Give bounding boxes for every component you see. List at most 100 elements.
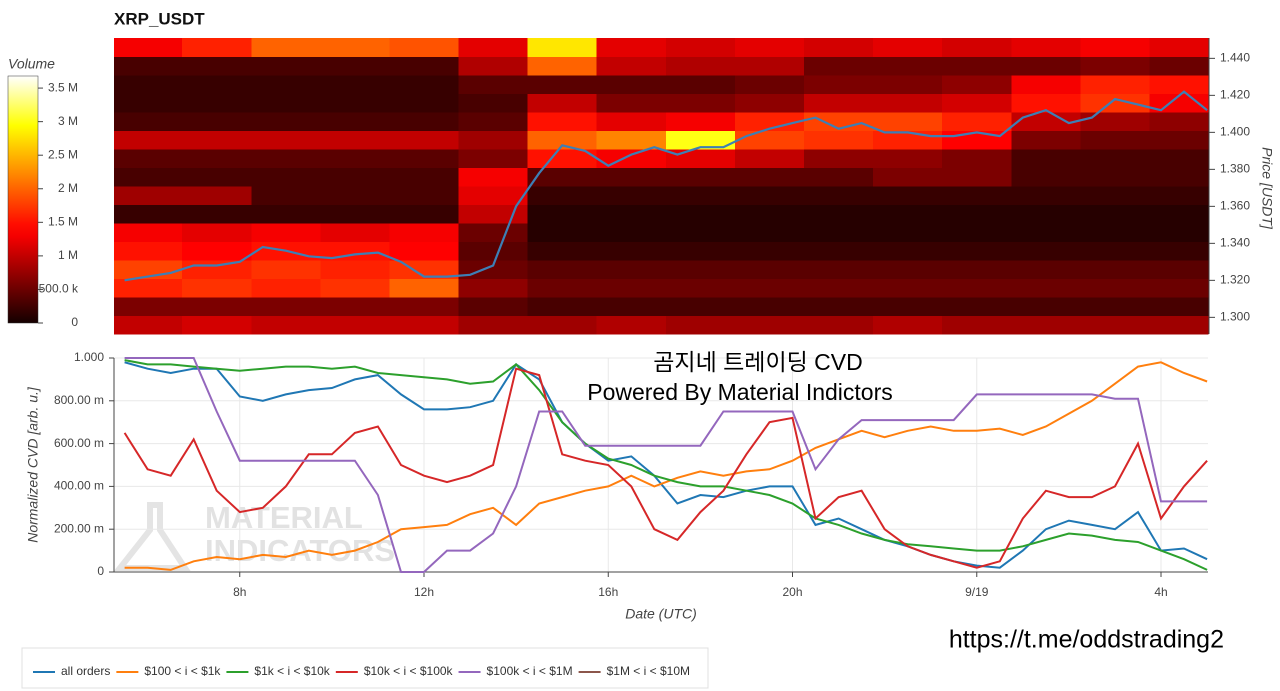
heatmap-cell [804, 112, 874, 132]
heatmap-cell [389, 112, 460, 132]
colorbar-tick-label: 0 [71, 315, 78, 329]
heatmap-cell [320, 38, 391, 58]
heatmap-cell [665, 167, 736, 187]
colorbar-tick-label: 1.5 M [48, 214, 78, 228]
legend-label: $100k < i < $1M [487, 664, 573, 678]
heatmap-cell [182, 56, 252, 76]
heatmap-cell [320, 186, 391, 206]
heatmap-cell [114, 149, 183, 169]
heatmap-cell [182, 167, 252, 187]
heatmap-cell [1149, 260, 1209, 280]
heatmap-cell [734, 204, 805, 224]
y-tick-label: 1.340 [1220, 236, 1250, 250]
cvd-line [123, 367, 1208, 569]
x-tick-label: 16h [598, 585, 618, 599]
colorbar-tick-label: 2.5 M [48, 147, 78, 161]
heatmap-cell [873, 204, 943, 224]
heatmap-cell [1149, 149, 1209, 169]
y-tick-label: 600.00 m [54, 436, 104, 450]
heatmap-cell [873, 167, 943, 187]
heatmap-cell [389, 93, 460, 113]
heatmap-cell [804, 38, 874, 58]
colorbar-tick-label: 2 M [58, 181, 78, 195]
heatmap-cell [389, 204, 460, 224]
heatmap-cell [458, 315, 529, 335]
heatmap-cell [320, 204, 391, 224]
heatmap-cell [665, 93, 736, 113]
legend-label: $10k < i < $100k [364, 664, 454, 678]
heatmap-cell [114, 223, 183, 243]
heatmap-cell [665, 130, 736, 150]
heatmap-cell [1080, 93, 1151, 113]
heatmap-cell [320, 130, 391, 150]
heatmap-cell [527, 204, 598, 224]
watermark-icon [113, 502, 191, 571]
heatmap-cell [251, 186, 321, 206]
heatmap-cell [734, 112, 805, 132]
colorbar-tick-label: 1 M [58, 248, 78, 262]
heatmap-cell [320, 260, 391, 280]
heatmap-cell [251, 278, 321, 298]
colorbar-tick-label: 500.0 k [39, 282, 79, 296]
heatmap-cell [1011, 75, 1082, 95]
heatmap-cell [873, 241, 943, 261]
heatmap-cell [389, 130, 460, 150]
heatmap-cell [873, 297, 943, 317]
heatmap-cell [1011, 278, 1082, 298]
y-axis-label: Price [USDT] [1259, 147, 1275, 230]
colorbar-label: Volume [8, 56, 55, 72]
heatmap-cell [1080, 260, 1151, 280]
heatmap-cell [114, 93, 183, 113]
heatmap-cell [458, 297, 529, 317]
heatmap-cell [665, 204, 736, 224]
heatmap-cell [389, 75, 460, 95]
y-tick-label: 200.00 m [54, 521, 104, 535]
colorbar [7, 75, 39, 324]
x-tick-label: 20h [782, 585, 802, 599]
heatmap-cell [389, 186, 460, 206]
heatmap-cell [458, 56, 529, 76]
heatmap-cell [114, 204, 183, 224]
heatmap-cell [1149, 204, 1209, 224]
heatmap-cell [320, 297, 391, 317]
heatmap-cell [942, 297, 1012, 317]
heatmap-cell [458, 93, 529, 113]
heatmap-cell [527, 241, 598, 261]
heatmap-cell [251, 93, 321, 113]
heatmap-cell [114, 167, 183, 187]
heatmap-cell [320, 223, 391, 243]
heatmap-cell [942, 38, 1012, 58]
heatmap-cell [596, 93, 667, 113]
heatmap-cell [596, 186, 667, 206]
heatmap-cell [873, 56, 943, 76]
heatmap-cell [942, 112, 1012, 132]
heatmap-cell [182, 204, 252, 224]
y-tick-label: 1.320 [1220, 273, 1250, 287]
heatmap-cell [596, 56, 667, 76]
heatmap-cell [320, 149, 391, 169]
heatmap-cell [389, 149, 460, 169]
heatmap-cell [942, 75, 1012, 95]
y-tick-label: 1.300 [1220, 310, 1250, 324]
heatmap-cell [596, 130, 667, 150]
heatmap-cell [873, 149, 943, 169]
heatmap-cell [873, 38, 943, 58]
heatmap-cell [1080, 223, 1151, 243]
heatmap-cell [1011, 223, 1082, 243]
heatmap-cell [458, 130, 529, 150]
heatmap-cell [527, 297, 598, 317]
heatmap-cell [873, 186, 943, 206]
heatmap-cell [596, 38, 667, 58]
legend-box [21, 647, 709, 689]
heatmap-cell [1149, 241, 1209, 261]
heatmap-cell [527, 112, 598, 132]
heatmap-cell [1149, 167, 1209, 187]
heatmap-cell [1149, 56, 1209, 76]
heatmap-cell [182, 38, 252, 58]
x-tick-label: 4h [1154, 585, 1167, 599]
heatmap-cell [1080, 75, 1151, 95]
heatmap-cell [182, 75, 252, 95]
heatmap-cell [804, 204, 874, 224]
heatmap-cell [1149, 223, 1209, 243]
heatmap-cell [1149, 315, 1209, 335]
